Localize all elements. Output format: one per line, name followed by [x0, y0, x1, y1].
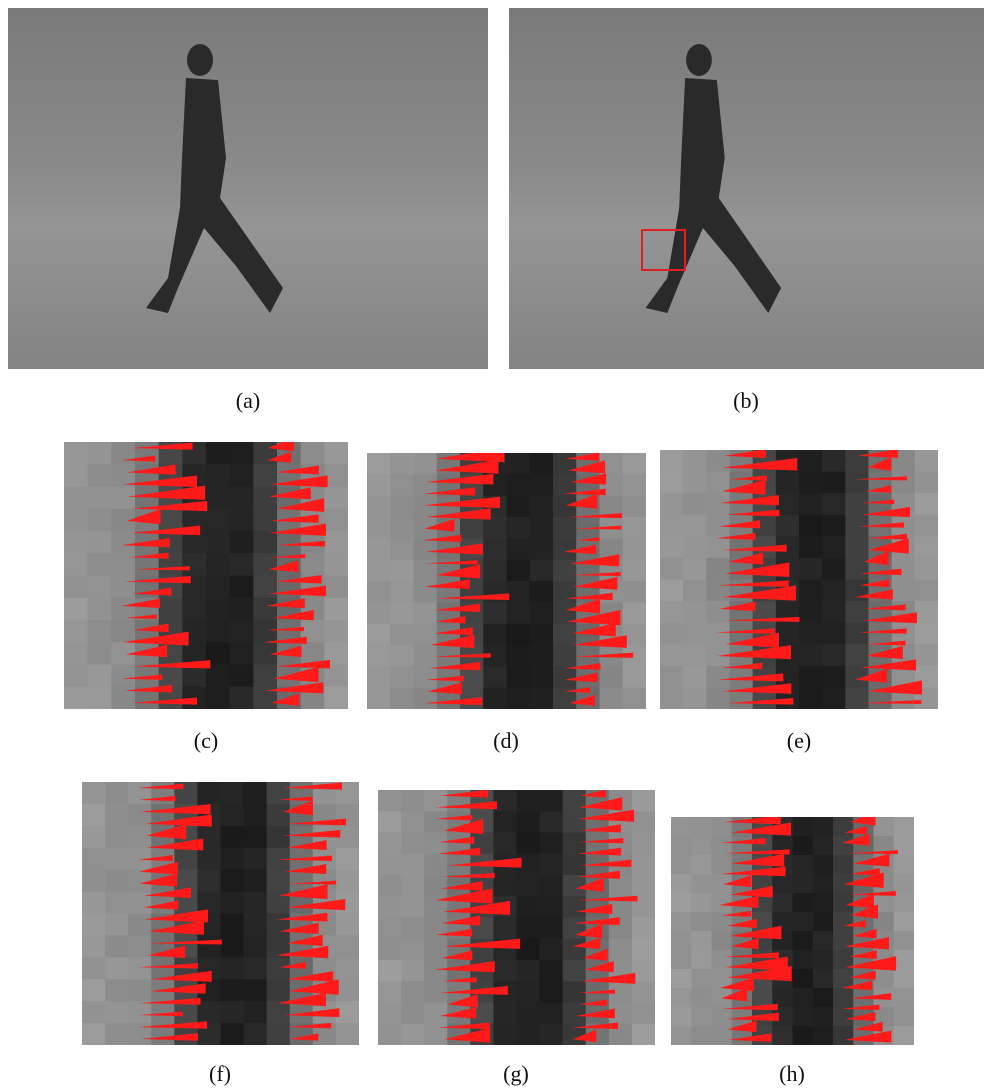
- panel-caption: (f): [180, 1061, 260, 1087]
- panel-image: [82, 782, 359, 1045]
- panel-caption: (a): [208, 388, 288, 414]
- figure: (a) (b) (c) (d) (e) (f) (g) (h): [0, 0, 984, 1091]
- panel-caption: (h): [752, 1061, 832, 1087]
- panel-image: [509, 8, 984, 369]
- panel-image: [671, 817, 914, 1045]
- panel-caption: (e): [759, 728, 839, 754]
- panel-caption: (b): [706, 388, 786, 414]
- panel-caption: (g): [476, 1061, 556, 1087]
- panel-image: [660, 450, 938, 709]
- panel-image: [8, 8, 488, 369]
- panel-image: [378, 790, 655, 1045]
- panel-caption: (c): [166, 728, 246, 754]
- panel-caption: (d): [466, 728, 546, 754]
- panel-image: [64, 442, 348, 709]
- panel-image: [367, 453, 646, 709]
